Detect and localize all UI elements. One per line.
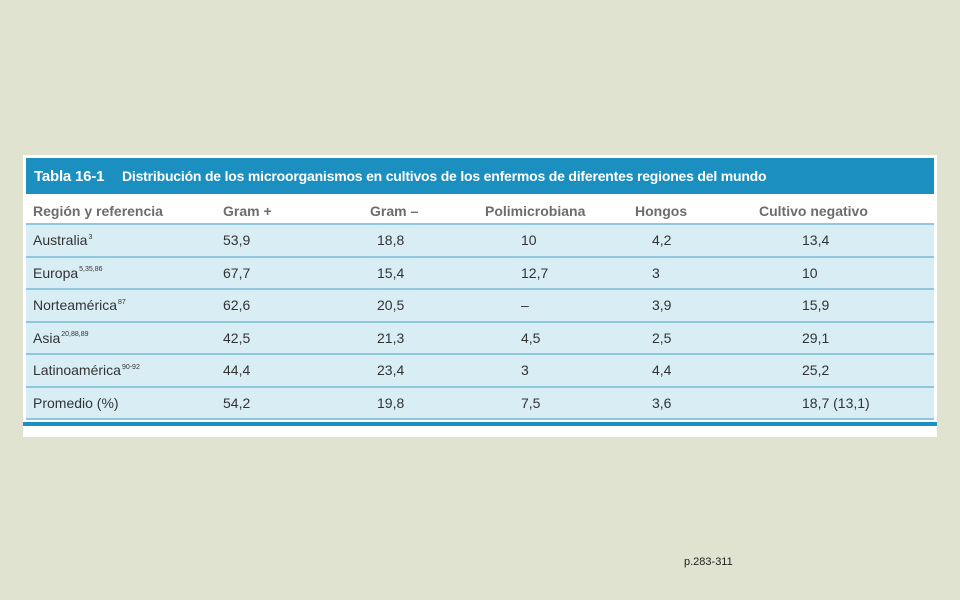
gram-pos-cell: 53,9: [223, 232, 251, 249]
table-row: Europa 5,35,86 67,7 15,4 12,7 3 10: [26, 257, 934, 290]
reference-superscript: 5,35,86: [79, 266, 103, 274]
region-name: Norteamérica: [33, 297, 118, 314]
gram-neg-cell: 18,8: [377, 232, 405, 249]
reference-superscript: 90-92: [121, 363, 140, 371]
polimicrobiana-cell: 3: [521, 362, 529, 379]
header-cultivo-negativo: Cultivo negativo: [759, 203, 868, 219]
cultivo-negativo-cell: 10: [802, 264, 818, 281]
table-row: Asia 20,88,89 42,5 21,3 4,5 2,5 29,1: [26, 322, 934, 355]
data-table: Tabla 16-1 Distribución de los microorga…: [23, 155, 937, 437]
region-name: Asia: [33, 329, 61, 346]
hongos-cell: 2,5: [652, 329, 672, 346]
gram-pos-cell: 67,7: [223, 264, 251, 281]
table-header-row: Región y referencia Gram + Gram – Polimi…: [26, 199, 934, 225]
table-title-bar: Tabla 16-1 Distribución de los microorga…: [26, 158, 934, 194]
header-gram-pos: Gram +: [223, 203, 272, 219]
gram-neg-cell: 20,5: [377, 297, 405, 314]
header-hongos: Hongos: [635, 203, 688, 219]
region-cell: Asia 20,88,89: [33, 323, 88, 354]
region-cell: Australia 3: [33, 225, 92, 256]
gram-neg-cell: 15,4: [377, 264, 405, 281]
table-row: Latinoamérica 90-92 44,4 23,4 3 4,4 25,2: [26, 355, 934, 388]
region-cell: Norteamérica 87: [33, 290, 126, 321]
gram-pos-cell: 44,4: [223, 362, 251, 379]
hongos-cell: 3,6: [652, 394, 672, 411]
polimicrobiana-cell: 10: [521, 232, 537, 249]
region-name: Promedio (%): [33, 394, 119, 411]
region-cell: Promedio (%): [33, 388, 119, 419]
reference-superscript: 3: [88, 233, 93, 241]
polimicrobiana-cell: 4,5: [521, 329, 541, 346]
hongos-cell: 3,9: [652, 297, 672, 314]
cultivo-negativo-cell: 18,7 (13,1): [802, 394, 870, 411]
reference-superscript: 87: [118, 298, 126, 306]
region-cell: Europa 5,35,86: [33, 258, 103, 289]
gram-neg-cell: 19,8: [377, 394, 405, 411]
table-row-average: Promedio (%) 54,2 19,8 7,5 3,6 18,7 (13,…: [26, 387, 934, 420]
gram-neg-cell: 21,3: [377, 329, 405, 346]
table-title: Distribución de los microorganismos en c…: [122, 168, 767, 184]
page-reference: p.283-311: [684, 556, 733, 568]
table-row: Norteamérica 87 62,6 20,5 – 3,9 15,9: [26, 290, 934, 323]
hongos-cell: 4,2: [652, 232, 672, 249]
polimicrobiana-cell: 7,5: [521, 394, 541, 411]
region-cell: Latinoamérica 90-92: [33, 355, 140, 386]
region-name: Latinoamérica: [33, 362, 121, 379]
gram-neg-cell: 23,4: [377, 362, 405, 379]
polimicrobiana-cell: 12,7: [521, 264, 549, 281]
header-region: Región y referencia: [33, 203, 163, 219]
polimicrobiana-cell: –: [521, 297, 529, 314]
header-gram-neg: Gram –: [370, 203, 419, 219]
table-row: Australia 3 53,9 18,8 10 4,2 13,4: [26, 225, 934, 258]
cultivo-negativo-cell: 15,9: [802, 297, 830, 314]
hongos-cell: 4,4: [652, 362, 672, 379]
table-label: Tabla 16-1: [34, 167, 105, 185]
cultivo-negativo-cell: 13,4: [802, 232, 830, 249]
gram-pos-cell: 42,5: [223, 329, 251, 346]
table-bottom-rule: [23, 422, 937, 426]
cultivo-negativo-cell: 25,2: [802, 362, 830, 379]
hongos-cell: 3: [652, 264, 660, 281]
gram-pos-cell: 62,6: [223, 297, 251, 314]
gram-pos-cell: 54,2: [223, 394, 251, 411]
table-body: Australia 3 53,9 18,8 10 4,2 13,4 Europa 5…: [26, 225, 934, 420]
header-polimicrobiana: Polimicrobiana: [485, 203, 586, 219]
region-name: Australia: [33, 232, 88, 249]
reference-superscript: 20,88,89: [61, 331, 89, 339]
cultivo-negativo-cell: 29,1: [802, 329, 830, 346]
region-name: Europa: [33, 264, 79, 281]
